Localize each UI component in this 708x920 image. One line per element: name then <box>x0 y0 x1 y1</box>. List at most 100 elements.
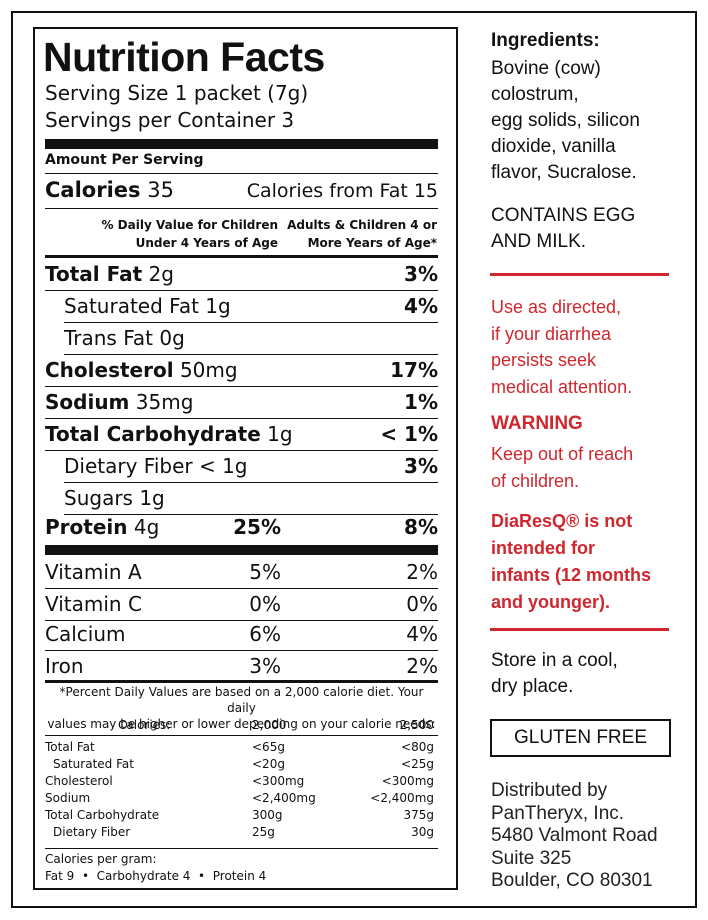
dv-adult-percent: 3% <box>404 262 438 286</box>
divider <box>45 680 438 683</box>
nutrient-row: Protein 4g <box>45 515 159 539</box>
nutrient-amount: 4g <box>133 515 160 539</box>
nutrient-name: Sugars <box>64 486 133 510</box>
serving-size: Serving Size 1 packet (7g) <box>45 81 309 105</box>
calories-from-fat: Calories from Fat 15 <box>246 180 438 202</box>
nutrient-row: Dietary Fiber < 1g <box>64 454 248 478</box>
dv-table-label: Sodium <box>45 791 91 805</box>
dv-calories-2500: 2,500 <box>399 718 434 732</box>
vitamin-child-percent: 6% <box>249 622 281 646</box>
calories-per-gram: Calories per gram: <box>45 852 157 866</box>
warning-text: Keep out of reach of children. <box>491 444 634 491</box>
divider <box>45 545 438 555</box>
dv-table-label: Cholesterol <box>45 774 113 788</box>
nutrient-name: Trans Fat <box>64 326 153 350</box>
dv-table-2000: 300g <box>252 808 283 822</box>
dv-table-2000: <300mg <box>252 774 305 788</box>
dv-table-2000: <2,400mg <box>252 791 316 805</box>
nutrient-amount: 35mg <box>135 390 194 414</box>
dv-table-label: Total Carbohydrate <box>45 808 160 822</box>
divider <box>45 650 438 651</box>
calories-value: 35 <box>147 178 174 202</box>
divider <box>45 139 438 149</box>
dv-table-2500: <25g <box>401 757 434 771</box>
divider <box>64 354 438 355</box>
allergen-statement: CONTAINS EGG AND MILK. <box>491 205 636 252</box>
divider <box>45 290 438 291</box>
dv-adult-percent: 1% <box>404 390 438 414</box>
dv-table-label: Saturated Fat <box>53 757 134 771</box>
divider <box>45 386 438 387</box>
gluten-free-label: GLUTEN FREE <box>513 727 648 748</box>
nutrient-row: Trans Fat 0g <box>64 326 185 350</box>
divider <box>45 620 438 621</box>
nutrient-row: Cholesterol 50mg <box>45 358 238 382</box>
divider <box>45 848 438 849</box>
vitamin-adult-percent: 0% <box>406 592 438 616</box>
divider <box>45 418 438 419</box>
calories-row: Calories 35 <box>45 178 174 202</box>
vitamin-child-percent: 0% <box>249 592 281 616</box>
nutrient-amount: 1g <box>139 486 165 510</box>
nutrient-amount: < 1g <box>198 454 248 478</box>
nutrient-name: Sodium <box>45 390 130 414</box>
gluten-free-badge: GLUTEN FREE <box>490 719 671 757</box>
nutrient-row: Sugars 1g <box>64 486 165 510</box>
divider <box>64 482 438 483</box>
dv-calories-2000: 2,000 <box>252 718 287 732</box>
nutrient-amount: 50mg <box>179 358 238 382</box>
dv-header-children: % Daily Value for Children Under 4 Years… <box>101 218 278 250</box>
dv-table-2500: <300mg <box>381 774 434 788</box>
dv-table-label: Dietary Fiber <box>53 825 131 839</box>
divider <box>45 588 438 589</box>
calories-label: Calories <box>45 178 141 202</box>
divider <box>45 208 438 209</box>
dv-table-2000: <20g <box>252 757 285 771</box>
nutrient-amount: 2g <box>148 262 174 286</box>
dv-calories-label: Calories: <box>118 718 171 732</box>
vitamin-name: Iron <box>45 654 84 678</box>
vitamin-child-percent: 5% <box>249 560 281 584</box>
dv-table-2000: <65g <box>252 740 285 754</box>
nutrient-row: Saturated Fat 1g <box>64 294 231 318</box>
dv-adult-percent: 4% <box>404 294 438 318</box>
vitamin-name: Calcium <box>45 622 126 646</box>
usage-note: Use as directed, if your diarrhea persis… <box>491 297 633 397</box>
divider <box>64 322 438 323</box>
label-border <box>11 11 697 908</box>
servings-per-container: Servings per Container 3 <box>45 108 295 132</box>
nutrition-facts-panel <box>33 27 458 890</box>
divider <box>64 514 438 515</box>
nutrient-row: Sodium 35mg <box>45 390 193 414</box>
ingredients-text: Bovine (cow) colostrum, egg solids, sili… <box>491 58 640 183</box>
divider <box>45 255 438 258</box>
per-gram-values: Fat 9 • Carbohydrate 4 • Protein 4 <box>45 869 267 883</box>
vitamin-name: Vitamin A <box>45 560 142 584</box>
storage-note: Store in a cool, dry place. <box>491 650 618 697</box>
divider <box>45 173 438 174</box>
ingredients-heading: Ingredients: <box>491 30 600 51</box>
dv-table-2500: <2,400mg <box>370 791 434 805</box>
nutrient-name: Total Fat <box>45 262 143 286</box>
nutrient-name: Protein <box>45 515 128 539</box>
dv-adult-percent: < 1% <box>380 422 438 446</box>
footnote: *Percent Daily Values are based on a 2,0… <box>47 685 436 731</box>
nutrient-amount: 1g <box>267 422 293 446</box>
dv-table-2500: 30g <box>411 825 434 839</box>
panel-title: Nutrition Facts <box>43 34 325 80</box>
dv-adult-percent: 17% <box>390 358 438 382</box>
dv-child-percent: 25% <box>233 515 281 539</box>
dv-adult-percent: 8% <box>404 515 438 539</box>
nutrient-name: Dietary Fiber <box>64 454 193 478</box>
red-divider <box>490 628 669 631</box>
nutrient-row: Total Fat 2g <box>45 262 174 286</box>
nutrient-name: Saturated Fat <box>64 294 199 318</box>
dv-table-label: Total Fat <box>45 740 95 754</box>
dv-table-2500: 375g <box>403 808 434 822</box>
amount-per-serving: Amount Per Serving <box>45 152 204 168</box>
infant-warning: DiaResQ® is not intended for infants (12… <box>491 511 652 612</box>
vitamin-adult-percent: 2% <box>406 654 438 678</box>
dv-adult-percent: 3% <box>404 454 438 478</box>
distributor-address: Distributed by PanTheryx, Inc. 5480 Valm… <box>491 780 658 891</box>
divider <box>45 735 438 736</box>
